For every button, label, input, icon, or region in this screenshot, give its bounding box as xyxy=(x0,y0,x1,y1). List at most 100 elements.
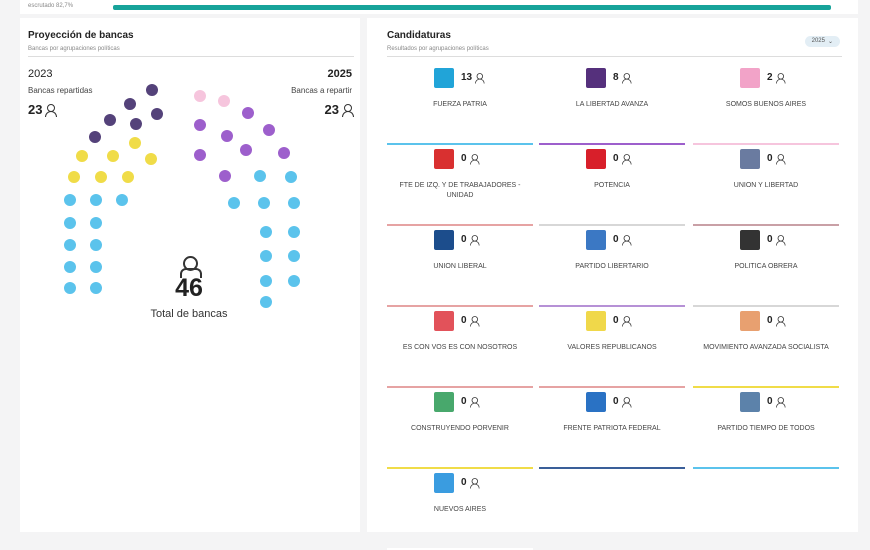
left-seats: 23 xyxy=(28,102,58,117)
divider xyxy=(28,56,354,57)
seat-dot xyxy=(288,226,300,238)
seat-count: 0 xyxy=(767,315,786,327)
total-person-icon xyxy=(180,256,202,278)
seat-dot xyxy=(76,150,88,162)
candidate-card[interactable]: 8 LA LIBERTAD AVANZA xyxy=(539,68,685,145)
candidate-card[interactable]: 0 UNION LIBERAL xyxy=(387,230,533,307)
seat-dot xyxy=(130,118,142,130)
candidate-card[interactable]: 2 SOMOS BUENOS AIRES xyxy=(693,68,839,145)
seat-count-value: 0 xyxy=(461,153,467,164)
party-name: ES CON VOS ES CON NOSOTROS xyxy=(402,344,518,351)
party-name: POTENCIA xyxy=(594,182,630,189)
party-color-line xyxy=(387,143,533,145)
seat-dot xyxy=(68,171,80,183)
seat-dot xyxy=(90,282,102,294)
seat-count-value: 0 xyxy=(767,315,773,326)
candidate-card[interactable]: 0 PARTIDO TIEMPO DE TODOS xyxy=(693,392,839,469)
seat-count: 0 xyxy=(613,315,632,327)
seat-dot xyxy=(129,137,141,149)
seat-count-value: 0 xyxy=(461,477,467,488)
party-name: SOMOS BUENOS AIRES xyxy=(725,101,807,108)
candidate-card[interactable]: 0 UNION Y LIBERTAD xyxy=(693,149,839,226)
party-name: VALORES REPUBLICANOS xyxy=(567,344,657,351)
candidates-title: Candidaturas xyxy=(387,30,451,41)
right-seats-value: 23 xyxy=(324,102,339,117)
seat-count-value: 0 xyxy=(613,153,619,164)
seat-dot xyxy=(64,282,76,294)
party-name: FRENTE PATRIOTA FEDERAL xyxy=(563,425,661,432)
seat-count: 13 xyxy=(461,72,485,84)
left-seats-value: 23 xyxy=(28,102,43,117)
party-name: FTE DE IZQ. Y DE TRABAJADORES - UNIDAD xyxy=(399,182,521,199)
person-icon xyxy=(621,397,632,408)
seat-dot xyxy=(104,114,116,126)
person-icon xyxy=(475,73,485,84)
seat-dot xyxy=(194,149,206,161)
right-seats: 23 xyxy=(324,102,354,117)
seat-dot xyxy=(89,131,101,143)
candidate-card[interactable]: 13 FUERZA PATRIA xyxy=(387,68,533,145)
party-color-line xyxy=(387,305,533,307)
person-icon xyxy=(775,154,786,165)
party-color-line xyxy=(387,467,533,469)
year-select[interactable]: 2025 ⌄ xyxy=(804,36,840,47)
total-seats-label: Total de bancas xyxy=(150,308,228,320)
party-color-line xyxy=(693,467,839,469)
party-color-line xyxy=(693,143,839,145)
candidates-panel: Candidaturas Resultados por agrupaciones… xyxy=(367,18,858,550)
seat-dot xyxy=(254,170,266,182)
party-color-line xyxy=(387,386,533,388)
candidate-card[interactable]: 0 VALORES REPUBLICANOS xyxy=(539,311,685,388)
seat-count-value: 0 xyxy=(613,396,619,407)
projection-subtitle: Bancas por agrupaciones políticas xyxy=(28,46,120,52)
party-logo-icon xyxy=(434,473,454,493)
seat-dot xyxy=(64,239,76,251)
seat-count: 8 xyxy=(613,72,632,84)
party-name: FUERZA PATRIA xyxy=(433,101,487,108)
seat-dot xyxy=(122,171,134,183)
candidate-card[interactable]: 0 NUEVOS AIRES xyxy=(387,473,533,550)
seat-count: 0 xyxy=(461,153,480,165)
seat-count-value: 0 xyxy=(461,315,467,326)
seat-dot xyxy=(258,197,270,209)
party-name: POLITICA OBRERA xyxy=(734,263,798,270)
party-logo-icon xyxy=(434,149,454,169)
candidate-card[interactable]: 0 PARTIDO LIBERTARIO xyxy=(539,230,685,307)
candidate-card[interactable]: 0 FRENTE PATRIOTA FEDERAL xyxy=(539,392,685,469)
seat-dot xyxy=(218,95,230,107)
seat-count-value: 8 xyxy=(613,72,619,83)
party-name: UNION LIBERAL xyxy=(433,263,487,270)
candidate-card[interactable]: 0 ES CON VOS ES CON NOSOTROS xyxy=(387,311,533,388)
party-logo-icon xyxy=(434,68,454,88)
party-logo-icon xyxy=(740,68,760,88)
party-color-line xyxy=(693,386,839,388)
party-logo-icon xyxy=(740,311,760,331)
seat-dot xyxy=(107,150,119,162)
candidate-card[interactable]: 0 POLITICA OBRERA xyxy=(693,230,839,307)
seat-count-value: 0 xyxy=(767,234,773,245)
party-color-line xyxy=(539,224,685,226)
seat-dot xyxy=(288,250,300,262)
year-select-value: 2025 xyxy=(811,38,825,44)
candidate-card[interactable]: 0 POTENCIA xyxy=(539,149,685,226)
seat-dot xyxy=(64,261,76,273)
person-icon xyxy=(469,154,480,165)
candidate-card[interactable]: 0 MOVIMIENTO AVANZADA SOCIALISTA xyxy=(693,311,839,388)
seat-dot xyxy=(145,153,157,165)
person-icon xyxy=(621,235,632,246)
left-year: 2023 xyxy=(28,68,53,80)
seat-count-value: 0 xyxy=(613,315,619,326)
person-icon xyxy=(342,104,354,117)
person-icon xyxy=(469,397,480,408)
seat-dot xyxy=(64,217,76,229)
candidate-card[interactable]: 0 FTE DE IZQ. Y DE TRABAJADORES - UNIDAD xyxy=(387,149,533,226)
party-logo-icon xyxy=(586,392,606,412)
seat-dot xyxy=(260,250,272,262)
seat-dot xyxy=(263,124,275,136)
seat-dot xyxy=(242,107,254,119)
candidate-card[interactable]: 0 CONSTRUYENDO PORVENIR xyxy=(387,392,533,469)
party-logo-icon xyxy=(740,230,760,250)
projection-title: Proyección de bancas xyxy=(28,30,134,41)
seat-count: 0 xyxy=(767,396,786,408)
seat-dot xyxy=(260,296,272,308)
